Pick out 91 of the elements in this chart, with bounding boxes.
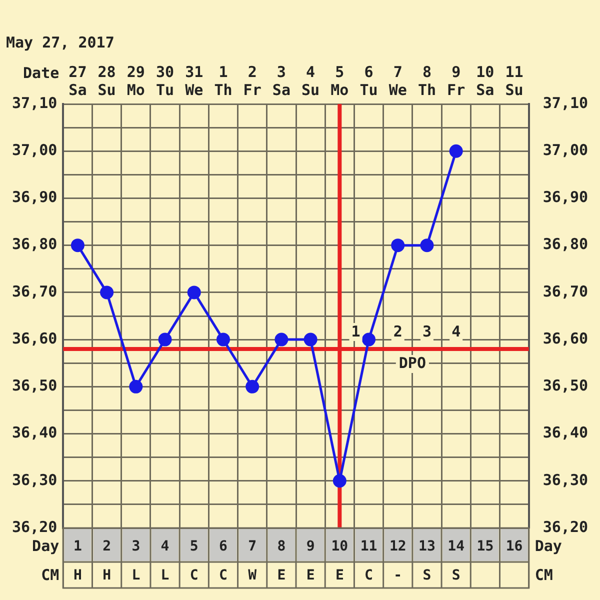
text: 14 bbox=[448, 538, 465, 555]
text: S bbox=[422, 568, 432, 584]
point bbox=[391, 238, 405, 252]
point bbox=[129, 380, 143, 394]
x-tick-label: 28 Su bbox=[98, 62, 116, 99]
x-tick-label: 1 Th bbox=[214, 62, 232, 99]
x-tick-label: 29 Mo bbox=[126, 62, 145, 99]
y2-tick-label: 36,60 bbox=[542, 329, 588, 348]
text: 9 bbox=[306, 538, 315, 555]
text: C bbox=[219, 568, 228, 584]
text: E bbox=[335, 568, 344, 584]
text: H bbox=[73, 568, 82, 584]
y-tick-label: 36,70 bbox=[12, 282, 58, 300]
text: 5 bbox=[190, 538, 198, 555]
text: 16 bbox=[506, 538, 523, 555]
point bbox=[332, 474, 346, 488]
text: Day bbox=[32, 536, 60, 555]
x-tick-label: 4 Su bbox=[302, 62, 320, 99]
text: W bbox=[248, 568, 258, 584]
point bbox=[362, 332, 376, 346]
text: 6 bbox=[219, 538, 228, 555]
text: 2 bbox=[102, 538, 112, 555]
annotation: 2 bbox=[393, 322, 402, 340]
y2-tick-label: 36,50 bbox=[542, 376, 588, 395]
x-tick-label: 10 Sa bbox=[476, 62, 494, 99]
y2-tick-label: 36,80 bbox=[542, 235, 588, 254]
x-tick-label: 31 We bbox=[185, 62, 204, 99]
text: CM bbox=[534, 566, 553, 584]
annotation: 4 bbox=[452, 322, 461, 340]
y-tick-label: 37,10 bbox=[12, 94, 58, 112]
text: H bbox=[102, 568, 112, 584]
text: 12 bbox=[389, 538, 406, 555]
chart-title: May 27, 2017 bbox=[6, 33, 114, 52]
text: L bbox=[160, 568, 170, 584]
point bbox=[246, 380, 260, 394]
point bbox=[216, 332, 230, 346]
x-tick-label: 11 Su bbox=[505, 62, 524, 99]
x-tick-label: 9 Fr bbox=[447, 62, 466, 99]
y2-tick-label: 37,10 bbox=[542, 94, 588, 112]
y-tick-label: 36,20 bbox=[12, 518, 58, 536]
x-tick-label: 2 Fr bbox=[243, 62, 262, 99]
point bbox=[449, 144, 463, 158]
x-tick-label: 5 Mo bbox=[330, 62, 349, 99]
text: 3 bbox=[132, 538, 140, 555]
text: S bbox=[452, 568, 460, 584]
y-tick-label: 36,40 bbox=[12, 424, 58, 442]
annotation: 1 bbox=[351, 322, 360, 340]
text: 8 bbox=[277, 538, 286, 555]
text: 13 bbox=[418, 538, 436, 555]
point bbox=[420, 238, 434, 252]
y-tick-label: 36,30 bbox=[12, 470, 58, 489]
x-axis-title: Date bbox=[23, 64, 60, 82]
x-tick-label: 3 Sa bbox=[272, 62, 290, 99]
y-tick-label: 36,60 bbox=[12, 329, 58, 348]
y-tick-label: 36,90 bbox=[12, 188, 58, 206]
y-tick-label: 37,00 bbox=[12, 141, 58, 159]
text: E bbox=[277, 568, 286, 584]
y2-tick-label: 37,00 bbox=[542, 141, 588, 159]
text: 7 bbox=[248, 538, 257, 555]
point bbox=[187, 286, 201, 300]
text: 10 bbox=[331, 538, 348, 555]
x-tick-label: 8 Th bbox=[418, 62, 436, 99]
y-tick-label: 36,80 bbox=[12, 235, 58, 254]
x-tick-label: 6 Tu bbox=[360, 62, 378, 99]
y2-tick-label: 36,70 bbox=[542, 282, 588, 300]
text: L bbox=[132, 568, 140, 584]
text: C bbox=[190, 568, 198, 584]
y2-tick-label: 36,30 bbox=[542, 470, 588, 489]
text: CM bbox=[41, 566, 60, 584]
annotation: DPO bbox=[398, 354, 426, 372]
text: 4 bbox=[160, 538, 170, 555]
text: 1 bbox=[73, 538, 82, 555]
x-tick-label: 7 We bbox=[388, 62, 407, 99]
y2-tick-label: 36,20 bbox=[542, 518, 588, 536]
text: 11 bbox=[360, 538, 378, 555]
text: E bbox=[306, 568, 315, 584]
text: C bbox=[364, 568, 373, 584]
point bbox=[158, 332, 172, 346]
y2-tick-label: 36,90 bbox=[542, 188, 588, 206]
text: 15 bbox=[476, 538, 494, 555]
point bbox=[274, 332, 288, 346]
point bbox=[100, 286, 114, 300]
text: Day bbox=[534, 536, 562, 555]
y-tick-label: 36,50 bbox=[12, 376, 58, 395]
point bbox=[70, 238, 84, 252]
y2-tick-label: 36,40 bbox=[542, 424, 588, 442]
text: - bbox=[394, 568, 402, 584]
x-tick-label: 30 Tu bbox=[156, 62, 174, 99]
x-tick-label: 27 Sa bbox=[68, 62, 87, 99]
point bbox=[304, 332, 318, 346]
annotation: 3 bbox=[422, 322, 432, 340]
